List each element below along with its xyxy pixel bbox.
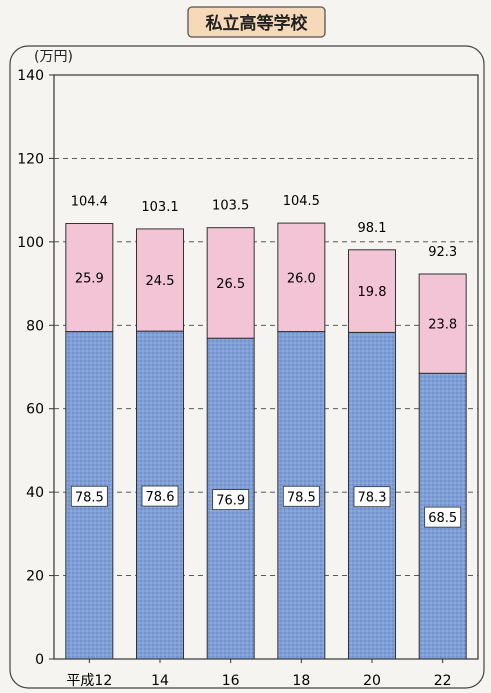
bar-segment-upper <box>348 249 396 333</box>
value-label-box <box>70 485 108 507</box>
total-label: 98.1 <box>358 221 387 236</box>
y-tick-label: 20 <box>26 569 44 585</box>
title-box <box>187 6 326 38</box>
value-label-box <box>282 485 320 507</box>
value-label-upper: 26.0 <box>287 271 316 286</box>
value-label-upper: 19.8 <box>358 285 387 300</box>
plot-area <box>53 74 479 660</box>
value-label-lower: 78.3 <box>358 491 387 506</box>
value-label-lower: 78.6 <box>146 490 175 505</box>
x-tick-label: 22 <box>434 673 452 689</box>
value-label-box <box>353 486 391 508</box>
y-tick-label: 80 <box>26 318 44 334</box>
x-tick-label: 18 <box>292 673 310 689</box>
chart-title: 私立高等学校 <box>206 13 309 34</box>
bar-segment-upper <box>65 223 114 333</box>
value-label-lower: 78.5 <box>75 490 104 505</box>
total-label: 104.5 <box>283 194 320 209</box>
bar-segment-upper <box>418 273 467 374</box>
total-label: 104.4 <box>71 195 108 210</box>
y-tick-label: 60 <box>26 402 44 418</box>
value-label-box <box>424 506 462 528</box>
y-tick-label: 40 <box>26 485 44 501</box>
y-tick-label: 0 <box>35 652 44 668</box>
value-label-upper: 25.9 <box>75 272 104 287</box>
bar-segment-upper <box>277 222 326 333</box>
total-label: 92.3 <box>428 245 457 260</box>
total-label: 103.5 <box>212 199 249 214</box>
y-tick-label: 140 <box>17 68 44 84</box>
y-tick-label: 120 <box>17 151 44 167</box>
value-label-lower: 68.5 <box>428 511 457 526</box>
value-label-box <box>212 489 250 511</box>
bar-segment-upper <box>136 228 184 332</box>
value-label-upper: 26.5 <box>216 277 245 292</box>
y-tick-label: 100 <box>17 235 44 251</box>
x-tick-label: 平成12 <box>66 673 112 689</box>
y-unit-label: (万円) <box>34 49 73 65</box>
outer-frame <box>9 45 485 689</box>
value-label-box <box>141 485 179 507</box>
x-tick-label: 14 <box>151 673 169 689</box>
value-label-upper: 24.5 <box>146 274 175 289</box>
x-tick-label: 16 <box>222 673 240 689</box>
value-label-lower: 76.9 <box>216 494 245 509</box>
value-label-lower: 78.5 <box>287 490 316 505</box>
x-tick-label: 20 <box>363 673 381 689</box>
value-label-upper: 23.8 <box>428 318 457 333</box>
bar-segment-upper <box>206 227 255 339</box>
total-label: 103.1 <box>141 200 178 215</box>
